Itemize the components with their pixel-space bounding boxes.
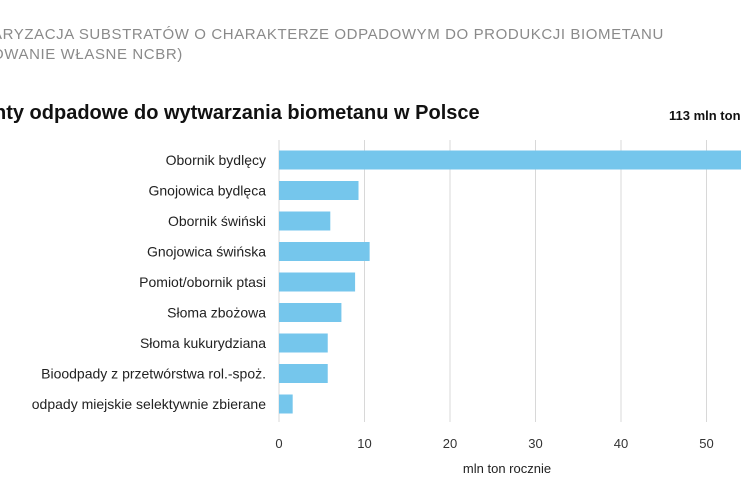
bars — [279, 150, 741, 414]
x-tick-label: 0 — [275, 436, 282, 451]
bar — [279, 242, 370, 261]
x-tick-label: 30 — [528, 436, 542, 451]
x-tick-label: 40 — [614, 436, 628, 451]
category-labels: Obornik bydlęcy Gnojowica bydlęca Obornik … — [32, 152, 266, 412]
category-label: Słoma kukurydziana — [140, 335, 266, 351]
x-tick-label: 10 — [357, 436, 371, 451]
chart-title: nty odpadowe do wytwarzania biometanu w … — [0, 102, 480, 124]
figure-caption-line-1: ARYZACJA SUBSTRATÓW O CHARAKTERZE ODPADO… — [0, 26, 664, 43]
figure-caption-line-2: OWANIE WŁASNE NCBR) — [0, 46, 183, 63]
category-label: Gnojowica świńska — [147, 244, 266, 260]
grid-lines — [278, 140, 707, 422]
total-label: 113 mln ton — [669, 108, 741, 123]
category-label: Słoma zbożowa — [167, 305, 266, 321]
category-label: Pomiot/obornik ptasi — [139, 274, 266, 290]
x-tick-label: 50 — [699, 436, 713, 451]
category-label: Obornik świński — [168, 213, 266, 229]
bar — [279, 394, 293, 414]
category-label: Gnojowica bydlęca — [148, 183, 266, 199]
bar — [279, 150, 741, 170]
x-tick-label: 20 — [443, 436, 457, 451]
category-label: odpady miejskie selektywnie zbierane — [32, 396, 266, 412]
bar — [279, 272, 356, 292]
bar — [279, 211, 331, 231]
category-label: Bioodpady z przetwórstwa rol.-spoż. — [41, 366, 266, 382]
category-label: Obornik bydlęcy — [166, 152, 266, 168]
bar — [279, 333, 328, 353]
x-axis-label: mln ton rocznie — [463, 461, 551, 476]
bar — [279, 364, 328, 383]
bar — [279, 181, 359, 200]
x-tick-labels: 0 10 20 30 40 50 — [275, 436, 713, 451]
bar — [279, 303, 342, 322]
